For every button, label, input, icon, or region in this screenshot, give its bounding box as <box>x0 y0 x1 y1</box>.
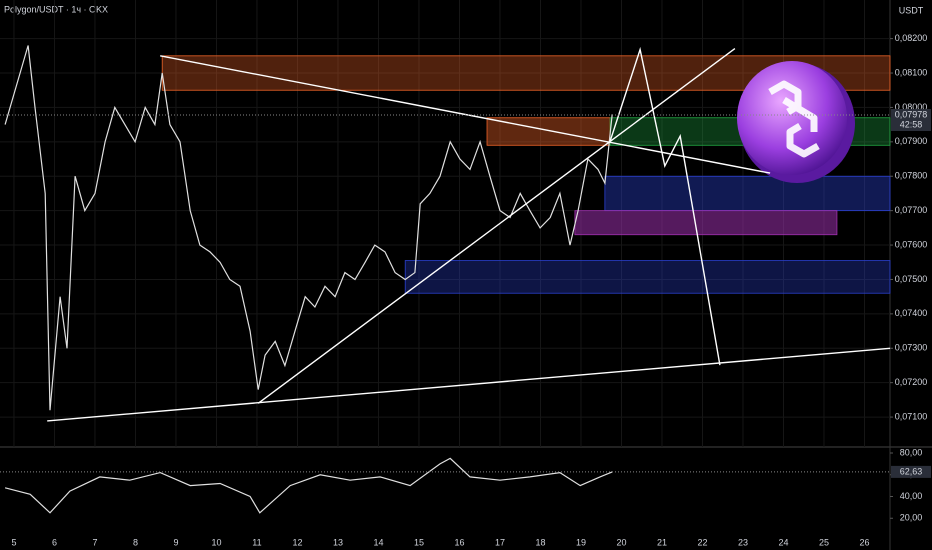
x-tick-label: 9 <box>173 537 178 547</box>
trend-line <box>160 55 771 174</box>
x-tick-label: 24 <box>778 537 788 547</box>
polygon-logo <box>737 61 855 183</box>
x-tick-label: 11 <box>252 537 261 547</box>
y-tick-label: 0,08100 <box>895 67 928 77</box>
x-tick-label: 19 <box>576 537 586 547</box>
x-tick-label: 16 <box>454 537 464 547</box>
y-tick-label: 0,08000 <box>895 102 928 112</box>
zone <box>404 260 891 294</box>
x-tick-label: 14 <box>373 537 383 547</box>
y-tick-label: 0,07700 <box>895 205 928 215</box>
x-tick-label: 13 <box>333 537 343 547</box>
price-line <box>4 457 613 514</box>
x-tick-label: 22 <box>697 537 707 547</box>
x-tick-label: 8 <box>133 537 138 547</box>
x-tick-label: 6 <box>52 537 57 547</box>
trend-line <box>47 347 891 422</box>
countdown: 42:58 <box>900 119 923 129</box>
y-tick-label: 0,07900 <box>895 136 928 146</box>
x-tick-label: 26 <box>859 537 869 547</box>
zone <box>604 175 891 212</box>
last-value-label: 0,07978 <box>895 109 928 119</box>
trend-line <box>609 46 721 366</box>
x-tick-label: 17 <box>495 537 505 547</box>
y-tick-label: 0,07800 <box>895 171 928 181</box>
y-tick-label: 0,07400 <box>895 308 928 318</box>
x-tick-label: 5 <box>11 537 16 547</box>
price-line <box>4 45 613 411</box>
x-tick-label: 15 <box>414 537 424 547</box>
x-tick-label: 7 <box>92 537 97 547</box>
x-tick-label: 23 <box>738 537 748 547</box>
y-tick-label: 0,07300 <box>895 343 928 353</box>
trend-line <box>257 48 736 404</box>
y-tick-label: 0,07600 <box>895 239 928 249</box>
zone <box>574 210 838 236</box>
x-tick-label: 18 <box>535 537 545 547</box>
unit-label: USDT <box>899 5 924 15</box>
x-tick-label: 20 <box>616 537 626 547</box>
last-value-box <box>891 109 931 132</box>
price-axis-bg <box>890 0 932 550</box>
y-tick-label: 20,00 <box>900 513 923 523</box>
y-tick-label: 80,00 <box>900 447 923 457</box>
y-tick-label: 0,07200 <box>895 377 928 387</box>
last-value-label: 62,63 <box>900 466 923 476</box>
x-tick-label: 12 <box>292 537 302 547</box>
y-tick-label: 0,08200 <box>895 33 928 43</box>
x-tick-label: 25 <box>819 537 829 547</box>
chart-title: Polygon/USDT · 1ч · OKX <box>4 4 108 14</box>
y-tick-label: 40,00 <box>900 491 923 501</box>
last-value-box <box>891 465 931 478</box>
y-tick-label: 0,07500 <box>895 274 928 284</box>
y-tick-label: 0,07100 <box>895 411 928 421</box>
x-tick-label: 10 <box>211 537 221 547</box>
x-tick-label: 21 <box>657 537 667 547</box>
